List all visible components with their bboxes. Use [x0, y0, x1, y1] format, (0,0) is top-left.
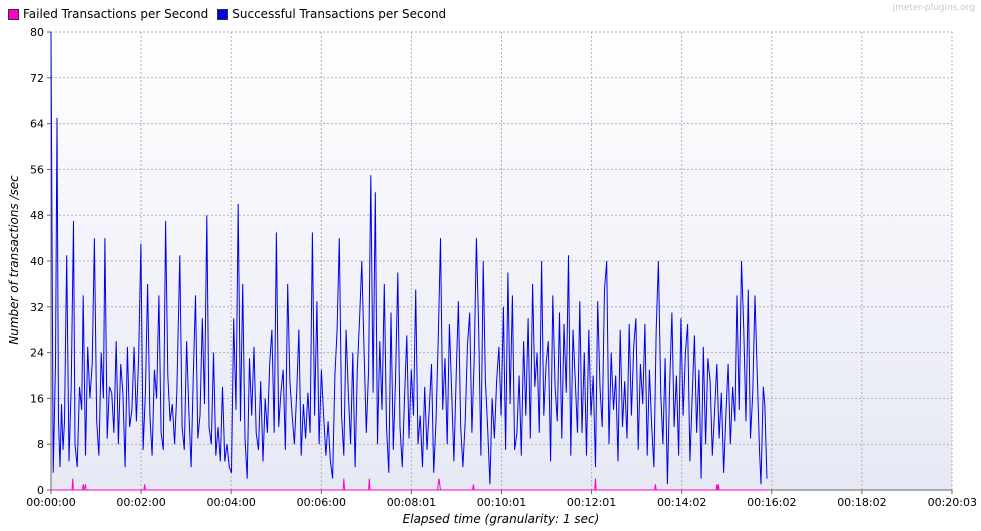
y-tick-label: 48: [30, 209, 44, 222]
legend-item-failed: Failed Transactions per Second: [8, 7, 208, 21]
x-tick-label: 00:00:00: [26, 496, 75, 509]
x-tick-label: 00:18:02: [837, 496, 886, 509]
y-tick-label: 32: [30, 301, 44, 314]
legend-label-successful: Successful Transactions per Second: [232, 7, 447, 21]
series-group: [50, 31, 768, 491]
x-tick-label: 00:06:00: [297, 496, 346, 509]
y-tick-label: 0: [37, 484, 44, 497]
legend-item-successful: Successful Transactions per Second: [217, 7, 446, 21]
y-tick-label: 80: [30, 26, 44, 39]
legend-label-failed: Failed Transactions per Second: [23, 7, 209, 21]
x-tick-label: 00:10:01: [477, 496, 526, 509]
legend-swatch-failed: [8, 8, 19, 20]
legend: Failed Transactions per Second Successfu…: [8, 7, 455, 21]
x-tick-label: 00:20:03: [928, 496, 977, 509]
y-tick-label: 40: [30, 255, 44, 268]
y-tick-label: 24: [30, 347, 44, 360]
x-tick-label: 00:04:00: [206, 496, 255, 509]
x-axis-ticks: 00:00:00 00:02:00 00:04:00 00:06:00 00:08:01…: [26, 489, 977, 509]
y-tick-label: 56: [30, 163, 44, 176]
y-axis-ticks: 0 8 16 24 32 40 48 56 64 72 80: [30, 26, 52, 497]
x-tick-label: 00:12:01: [567, 496, 616, 509]
series-line-successful: [50, 31, 768, 485]
watermark: jmeter-plugins.org: [892, 3, 975, 13]
x-axis-label: Elapsed time (granularity: 1 sec): [402, 512, 600, 526]
y-tick-label: 16: [30, 392, 44, 405]
y-axis-label: Number of transactions /sec: [7, 175, 21, 345]
y-tick-label: 72: [30, 72, 44, 85]
x-tick-label: 00:08:01: [387, 496, 436, 509]
legend-swatch-successful: [217, 8, 229, 20]
grid: [51, 31, 953, 490]
series-line-failed: [51, 478, 767, 491]
x-tick-label: 00:14:02: [657, 496, 706, 509]
x-tick-label: 00:16:02: [747, 496, 796, 509]
y-tick-label: 64: [30, 118, 44, 131]
x-tick-label: 00:02:00: [116, 496, 165, 509]
y-tick-label: 8: [37, 438, 44, 451]
